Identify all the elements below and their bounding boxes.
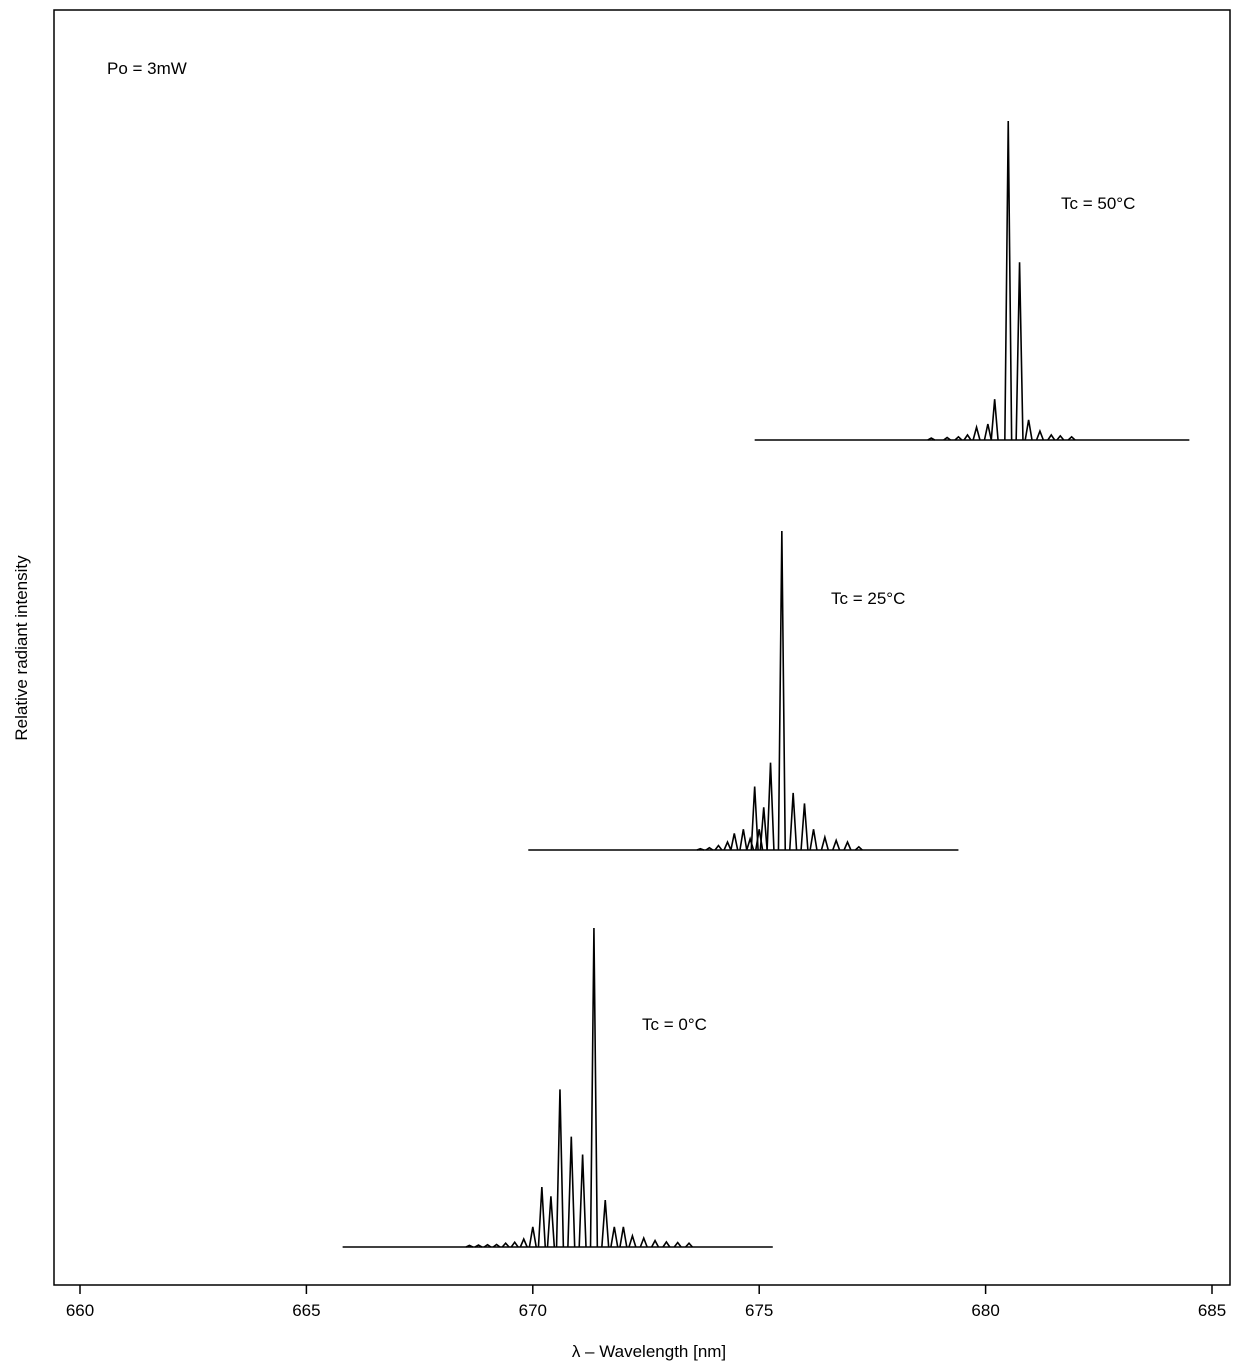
series-2-peak-9 [1024, 419, 1033, 441]
series-1-peak-3 [723, 839, 732, 851]
series-2-peak-11 [1047, 433, 1056, 441]
series-0-peak-3 [492, 1243, 501, 1248]
series-0-peak-9 [546, 1196, 556, 1248]
series-0-peak-22 [685, 1241, 694, 1248]
series-1-peak-10 [766, 762, 775, 851]
series-2: Tc = 50°C [754, 120, 1190, 441]
series-1-peak-17 [843, 839, 852, 851]
series-1-peak-0 [696, 847, 705, 851]
x-tick-label-665: 665 [292, 1301, 320, 1320]
series-0-peak-13 [589, 927, 599, 1248]
series-1-peak-11 [777, 530, 787, 851]
x-tick-label-685: 685 [1198, 1301, 1226, 1320]
x-tick-label-670: 670 [519, 1301, 547, 1320]
series-2-label: Tc = 50°C [1061, 194, 1135, 213]
series-2-peak-8 [1015, 262, 1024, 441]
x-tick-label-675: 675 [745, 1301, 773, 1320]
series-2-peak-13 [1067, 435, 1076, 441]
series-1-peak-7 [750, 786, 759, 851]
series-0-peak-21 [673, 1241, 682, 1248]
series-2-peak-7 [1004, 120, 1013, 441]
power-annotation: Po = 3mW [107, 59, 187, 78]
series-1-peak-12 [788, 792, 798, 851]
series-1: Tc = 25°C [528, 530, 959, 851]
series-0-peak-5 [510, 1240, 519, 1248]
series-2-peak-1 [943, 436, 951, 441]
series-1-label: Tc = 25°C [831, 589, 905, 608]
series-2-peak-10 [1035, 428, 1045, 441]
series-0-peak-17 [628, 1233, 637, 1248]
series-0-peak-2 [483, 1243, 492, 1248]
x-tick-label-660: 660 [66, 1301, 94, 1320]
plot-frame [53, 9, 1231, 1286]
series-2-peak-5 [983, 423, 993, 441]
series-layer: Tc = 0°C Tc = 25°C Tc = 50°C [342, 120, 1190, 1248]
series-0-peak-0 [465, 1244, 474, 1248]
series-0-peak-10 [555, 1089, 565, 1248]
series-0-peak-8 [537, 1186, 547, 1248]
series-2-peak-4 [972, 424, 981, 441]
series-1-peak-6 [745, 836, 755, 851]
series-1-peak-1 [705, 846, 714, 851]
series-0-peak-1 [474, 1244, 483, 1248]
series-1-peak-18 [854, 845, 863, 851]
series-0: Tc = 0°C [342, 927, 773, 1248]
series-1-peak-2 [714, 844, 723, 851]
series-0-peak-6 [519, 1236, 528, 1248]
series-0-peak-11 [567, 1136, 576, 1248]
series-2-peak-0 [927, 437, 936, 441]
x-tick-label-680: 680 [971, 1301, 999, 1320]
series-1-peak-16 [832, 838, 841, 851]
x-axis-label: λ – Wavelength [nm] [572, 1342, 726, 1361]
series-1-peak-14 [809, 829, 818, 851]
series-1-peak-5 [739, 829, 748, 851]
y-axis-label: Relative radiant intensity [12, 555, 31, 741]
series-0-peak-12 [578, 1154, 587, 1248]
series-2-peak-3 [963, 433, 972, 441]
series-1-peak-9 [759, 807, 768, 851]
series-0-peak-16 [619, 1226, 628, 1248]
series-0-peak-4 [501, 1241, 510, 1248]
series-1-peak-13 [800, 803, 809, 851]
series-0-peak-20 [662, 1240, 671, 1248]
series-0-peak-18 [639, 1235, 648, 1248]
series-0-peak-7 [528, 1226, 537, 1248]
series-1-peak-4 [730, 833, 739, 851]
series-0-peak-19 [650, 1238, 660, 1248]
series-0-peak-15 [610, 1226, 619, 1248]
series-2-peak-12 [1056, 434, 1065, 441]
series-2-peak-6 [990, 399, 999, 441]
series-2-peak-2 [954, 435, 963, 441]
series-0-label: Tc = 0°C [642, 1015, 707, 1034]
x-ticks: 660 665 670 675 680 685 [66, 1285, 1226, 1320]
series-1-peak-15 [820, 834, 830, 851]
series-0-peak-14 [601, 1200, 610, 1248]
